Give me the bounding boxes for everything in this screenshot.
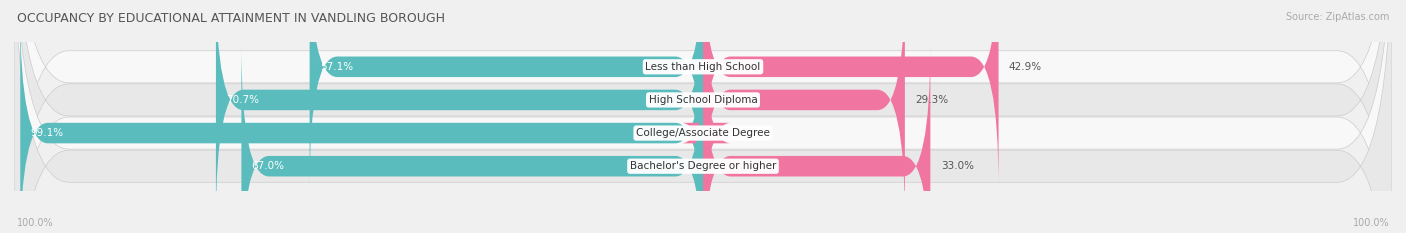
FancyBboxPatch shape — [217, 0, 703, 222]
Text: High School Diploma: High School Diploma — [648, 95, 758, 105]
FancyBboxPatch shape — [703, 0, 998, 189]
FancyBboxPatch shape — [242, 44, 703, 233]
Text: 70.7%: 70.7% — [226, 95, 259, 105]
FancyBboxPatch shape — [682, 11, 731, 233]
Text: Less than High School: Less than High School — [645, 62, 761, 72]
Text: 0.89%: 0.89% — [720, 128, 752, 138]
Text: 100.0%: 100.0% — [1353, 218, 1389, 228]
FancyBboxPatch shape — [309, 0, 703, 189]
FancyBboxPatch shape — [14, 0, 1392, 233]
Text: College/Associate Degree: College/Associate Degree — [636, 128, 770, 138]
Text: 42.9%: 42.9% — [1010, 62, 1042, 72]
Text: 100.0%: 100.0% — [17, 218, 53, 228]
FancyBboxPatch shape — [703, 44, 931, 233]
Text: 99.1%: 99.1% — [31, 128, 63, 138]
FancyBboxPatch shape — [14, 0, 1392, 233]
FancyBboxPatch shape — [703, 0, 905, 222]
Text: 57.1%: 57.1% — [321, 62, 353, 72]
FancyBboxPatch shape — [20, 11, 703, 233]
FancyBboxPatch shape — [14, 0, 1392, 233]
FancyBboxPatch shape — [14, 0, 1392, 233]
Text: 33.0%: 33.0% — [941, 161, 974, 171]
Text: OCCUPANCY BY EDUCATIONAL ATTAINMENT IN VANDLING BOROUGH: OCCUPANCY BY EDUCATIONAL ATTAINMENT IN V… — [17, 12, 444, 25]
Text: 29.3%: 29.3% — [915, 95, 948, 105]
Text: 67.0%: 67.0% — [252, 161, 285, 171]
Text: Source: ZipAtlas.com: Source: ZipAtlas.com — [1285, 12, 1389, 22]
Text: Bachelor's Degree or higher: Bachelor's Degree or higher — [630, 161, 776, 171]
